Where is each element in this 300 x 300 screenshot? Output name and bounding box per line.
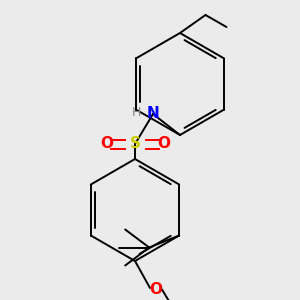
Text: H: H: [132, 106, 141, 119]
Text: S: S: [130, 136, 140, 152]
Text: O: O: [157, 136, 170, 152]
Text: N: N: [147, 106, 159, 122]
Text: O: O: [149, 282, 163, 297]
Text: O: O: [100, 136, 113, 152]
